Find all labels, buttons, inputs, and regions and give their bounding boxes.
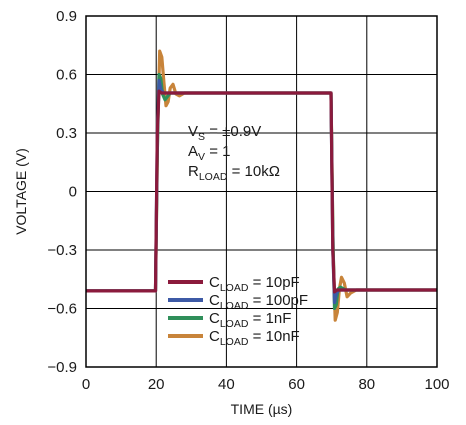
y-tick-label: 0.9: [56, 8, 77, 25]
annotation-line: VS = ±0.9V: [188, 123, 261, 143]
x-axis-label: TIME (µs): [231, 401, 293, 417]
series-line: [86, 89, 437, 294]
series-lines: [86, 49, 437, 322]
y-tick-label: 0: [69, 184, 77, 201]
y-tick-label: 0.6: [56, 67, 77, 84]
annotation-line: AV = 1: [188, 143, 230, 163]
legend-label: CLOAD = 1nF: [209, 310, 291, 330]
y-axis-label: VOLTAGE (V): [13, 148, 29, 235]
legend-label: CLOAD = 10pF: [209, 274, 300, 294]
x-tick-label: 40: [218, 376, 235, 393]
x-tick-label: 100: [424, 376, 449, 393]
x-tick-label: 0: [82, 376, 90, 393]
tick-labels: 0 20 40 60 80 100 −0.9 −0.6 −0.3 0 0.3 0.6 0.9: [47, 8, 449, 393]
grid-lines: [86, 16, 437, 367]
plot-frame: [85, 15, 438, 368]
legend-label: CLOAD = 10nF: [209, 328, 300, 348]
y-tick-label: −0.9: [47, 359, 77, 376]
y-tick-label: −0.3: [47, 242, 77, 259]
y-tick-label: 0.3: [56, 125, 77, 142]
x-tick-label: 20: [148, 376, 165, 393]
x-tick-label: 80: [358, 376, 375, 393]
y-tick-label: −0.6: [47, 301, 77, 318]
legend-label: CLOAD = 100pF: [209, 292, 308, 312]
annotation-line: RLOAD = 10kΩ: [188, 163, 280, 183]
x-tick-label: 60: [288, 376, 305, 393]
